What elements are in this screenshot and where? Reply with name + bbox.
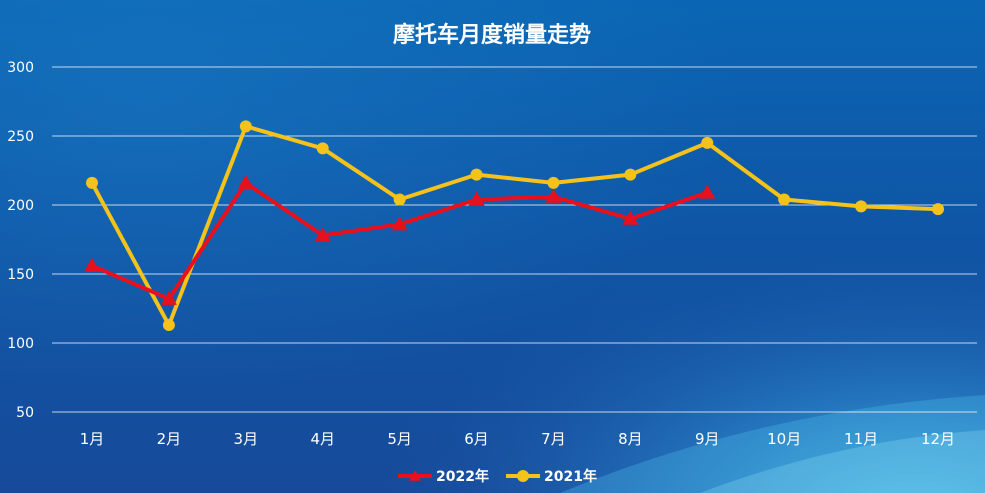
data-point-marker (391, 216, 408, 231)
x-tick-label: 2月 (157, 430, 182, 448)
data-point-marker (162, 319, 175, 332)
data-point-marker (624, 168, 637, 181)
series-lines (84, 120, 944, 332)
legend-marker (517, 470, 529, 482)
gridlines (52, 66, 977, 413)
x-tick-label: 5月 (387, 430, 412, 448)
y-axis-ticks: 50 100 150 200 250 300 (7, 60, 34, 421)
legend: 2022年 2021年 (398, 468, 597, 485)
x-tick-label: 9月 (695, 430, 720, 448)
legend-marker (409, 470, 421, 481)
data-point-marker (393, 193, 406, 206)
data-point-marker (778, 193, 791, 206)
background-wave-light (700, 430, 985, 493)
data-point-marker (547, 176, 560, 189)
y-tick-label: 100 (7, 336, 34, 352)
x-tick-label: 10月 (767, 430, 801, 448)
data-point-marker (701, 136, 714, 149)
data-point-marker (468, 191, 485, 206)
series-line-2021年 (90, 124, 940, 328)
x-tick-label: 4月 (310, 430, 335, 448)
y-tick-label: 250 (7, 129, 34, 145)
x-tick-label: 3月 (234, 430, 259, 448)
x-tick-label: 11月 (844, 430, 878, 448)
legend-label: 2021年 (544, 468, 597, 485)
data-point-marker (855, 200, 868, 213)
x-axis-ticks: 1月 2月 3月 4月 5月 6月 7月 8月 9月 10月 11月 12月 (80, 430, 955, 448)
y-tick-label: 200 (7, 198, 34, 214)
data-point-marker (316, 142, 329, 155)
y-tick-label: 50 (16, 405, 34, 421)
y-tick-label: 150 (7, 267, 34, 283)
data-point-marker (314, 227, 331, 242)
legend-label: 2022年 (436, 468, 489, 485)
x-tick-label: 1月 (80, 430, 105, 448)
data-point-marker (239, 120, 252, 133)
x-tick-label: 7月 (541, 430, 566, 448)
background-wave (560, 395, 985, 493)
data-point-marker (86, 176, 98, 189)
data-point-marker (699, 184, 716, 199)
x-tick-label: 12月 (921, 430, 955, 448)
chart-title: 摩托车月度销量走势 (393, 22, 591, 48)
x-tick-label: 6月 (464, 430, 489, 448)
data-point-marker (237, 174, 254, 189)
data-point-marker (545, 188, 562, 203)
data-point-marker (160, 290, 177, 305)
y-tick-label: 300 (7, 60, 34, 76)
x-tick-label: 8月 (618, 430, 643, 448)
data-point-marker (84, 257, 100, 272)
data-point-marker (932, 203, 944, 216)
data-point-marker (622, 210, 639, 225)
data-point-marker (470, 168, 483, 181)
